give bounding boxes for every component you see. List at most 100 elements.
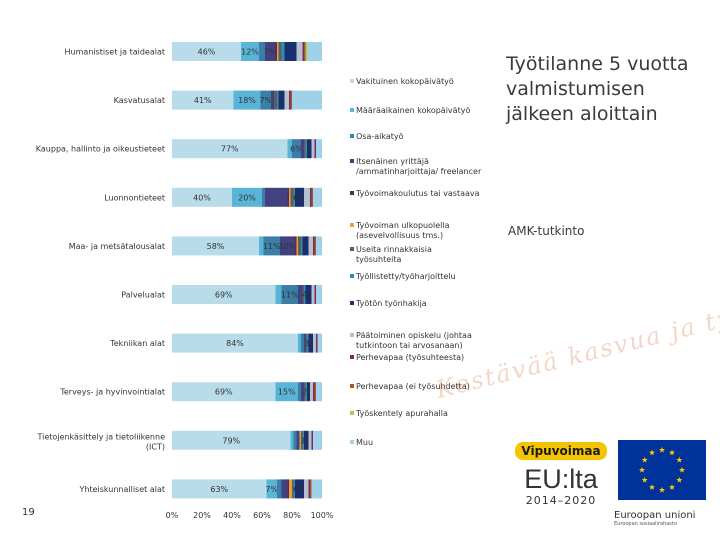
category-label: Kasvatusalat bbox=[114, 96, 165, 105]
legend-swatch bbox=[350, 191, 354, 195]
bar-segment bbox=[304, 333, 306, 353]
bar-segment bbox=[172, 333, 298, 353]
bar-segment bbox=[277, 90, 279, 110]
legend-swatch bbox=[350, 134, 354, 138]
x-tick-label: 80% bbox=[283, 511, 301, 520]
bar-segment bbox=[311, 430, 313, 450]
bar-segment bbox=[302, 285, 304, 304]
bar-data-label: 79% bbox=[222, 436, 240, 445]
bar-data-label: 46% bbox=[198, 48, 216, 57]
bar-segment bbox=[233, 90, 261, 110]
legend-swatch bbox=[350, 355, 354, 359]
legend-entry: Itsenäinen yrittäjä/ammatinharjoittaja/ … bbox=[356, 157, 482, 176]
bars: 46% 12% 7%41% 18% 7%77% 6%40% 20% 6%58% 11%10%69… bbox=[172, 42, 322, 499]
bar-data-label: 20% bbox=[238, 193, 256, 202]
bar-data-label: 84% bbox=[226, 339, 244, 348]
bar-data-label: 7% bbox=[265, 485, 278, 494]
bar-segment bbox=[284, 42, 297, 61]
bar-segment bbox=[313, 236, 315, 256]
bar-segment bbox=[295, 236, 297, 256]
bar-segment bbox=[310, 187, 312, 207]
bar-segment bbox=[316, 382, 322, 402]
legend-entry: Työvoiman ulkopuolella (asevelvollisuus t… bbox=[355, 221, 450, 240]
bar-data-label: 12% bbox=[241, 48, 259, 57]
bar-segment bbox=[305, 333, 307, 353]
bar-segment bbox=[307, 42, 322, 61]
bar-segment bbox=[313, 187, 322, 207]
bar-segment bbox=[307, 382, 310, 402]
bar-segment bbox=[232, 187, 262, 207]
bar-segment bbox=[308, 236, 313, 256]
bar-segment bbox=[263, 236, 280, 256]
bar-segment bbox=[296, 430, 300, 450]
bar-segment bbox=[305, 382, 307, 402]
bar-data-label: 7% bbox=[264, 48, 277, 57]
bar-segment bbox=[314, 285, 316, 304]
bar-segment bbox=[284, 90, 289, 110]
bar-segment bbox=[266, 479, 277, 499]
legend-entry: Päätoiminen opiskelu (johtaa tutkintoon t… bbox=[356, 331, 472, 350]
chart-title: Työtilanne 5 vuotta valmistumisen jälkee… bbox=[506, 53, 689, 125]
legend-entry: Työtön työnhakija bbox=[355, 299, 427, 308]
category-label: Kauppa, hallinto ja oikeustieteet bbox=[36, 145, 165, 154]
category-label: Yhteiskunnalliset alat bbox=[78, 485, 165, 494]
legend-swatch bbox=[350, 301, 354, 305]
bar-segment bbox=[172, 430, 291, 450]
bar-segment bbox=[313, 430, 322, 450]
legend-swatch bbox=[350, 440, 354, 444]
legend-entry: Perhevapaa (työsuhteesta) bbox=[356, 353, 464, 362]
bar-segment bbox=[301, 333, 304, 353]
bar-segment bbox=[316, 333, 318, 353]
bar-data-label: 63% bbox=[210, 485, 228, 494]
bar-data-label: 15% bbox=[278, 388, 296, 397]
eu-star-icon bbox=[641, 456, 648, 463]
x-tick-label: 20% bbox=[193, 511, 211, 520]
bar-data-label: 11% bbox=[281, 291, 299, 300]
bar-segment bbox=[281, 42, 285, 61]
bar-segment bbox=[172, 90, 234, 110]
eu-fund: Euroopan sosiaalirahasto bbox=[614, 521, 677, 527]
legend-swatch bbox=[350, 108, 354, 112]
bar-segment bbox=[310, 382, 313, 402]
bar-data-label: 2% bbox=[302, 388, 315, 397]
legend-entry: Määräaikainen kokopäivätyö bbox=[356, 106, 470, 115]
bar-data-label: 6% bbox=[290, 145, 303, 154]
eu-star-icon bbox=[676, 476, 683, 483]
bar-segment bbox=[316, 236, 322, 256]
x-tick-label: 100% bbox=[311, 511, 334, 520]
legend-entry: Useita rinnakkaisia työsuhteita bbox=[356, 245, 432, 264]
eu-lta-text: EU:lta bbox=[524, 464, 598, 494]
bar-segment bbox=[292, 479, 294, 499]
bar-segment bbox=[304, 382, 306, 402]
bar-segment bbox=[259, 236, 264, 256]
eu-star-icon bbox=[648, 484, 656, 490]
bar-segment bbox=[275, 285, 282, 304]
eu-star-icon bbox=[678, 466, 686, 473]
bar-segment bbox=[304, 139, 306, 159]
bar-data-label: 6% bbox=[293, 193, 306, 202]
bar-segment bbox=[172, 382, 276, 402]
bar-data-label: 7% bbox=[259, 96, 272, 105]
bar-segment bbox=[271, 90, 274, 110]
bar-segment bbox=[296, 236, 298, 256]
bar-segment bbox=[241, 42, 259, 61]
bar-segment bbox=[301, 236, 303, 256]
bar-segment bbox=[172, 285, 276, 304]
bar-segment bbox=[172, 139, 288, 159]
bar-data-label: 10% bbox=[279, 242, 297, 251]
bar-segment bbox=[275, 382, 298, 402]
bar-segment bbox=[316, 139, 322, 159]
bar-segment bbox=[305, 285, 312, 304]
bar-segment bbox=[290, 90, 292, 110]
bar-segment bbox=[302, 430, 304, 450]
chart-subtitle: AMK-tutkinto bbox=[508, 224, 585, 238]
category-label: Tekniikan alat bbox=[109, 339, 165, 348]
eu-flag-icon bbox=[618, 440, 706, 500]
eu-name: Euroopan unioni bbox=[614, 510, 696, 521]
legend-entry: Perhevapaa (ei työsuhdetta) bbox=[356, 382, 470, 391]
bar-segment bbox=[292, 139, 301, 159]
bar-segment bbox=[296, 42, 303, 61]
bar-segment bbox=[314, 236, 316, 256]
bar-segment bbox=[304, 187, 310, 207]
